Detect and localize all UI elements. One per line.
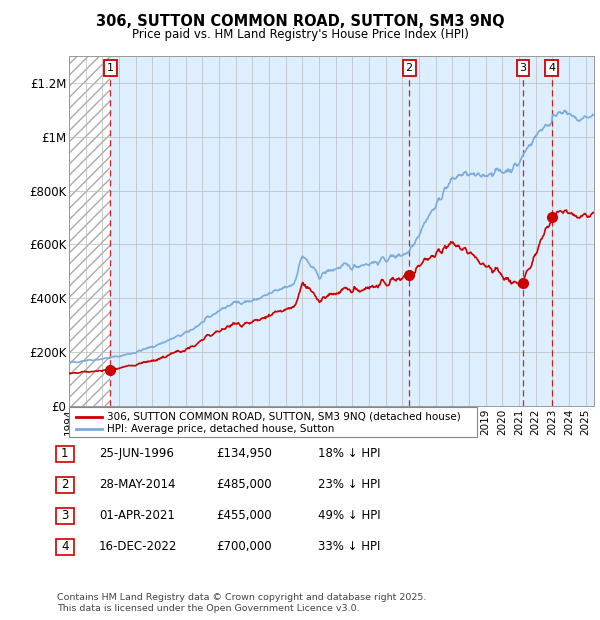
Text: £700,000: £700,000 [216, 541, 272, 553]
Text: Contains HM Land Registry data © Crown copyright and database right 2025.
This d: Contains HM Land Registry data © Crown c… [57, 593, 427, 613]
Text: 16-DEC-2022: 16-DEC-2022 [99, 541, 178, 553]
Text: 3: 3 [520, 63, 527, 73]
Text: 4: 4 [548, 63, 555, 73]
Text: 3: 3 [61, 510, 68, 522]
Text: 33% ↓ HPI: 33% ↓ HPI [318, 541, 380, 553]
Text: 23% ↓ HPI: 23% ↓ HPI [318, 479, 380, 491]
Text: £134,950: £134,950 [216, 448, 272, 460]
Text: 2: 2 [61, 479, 68, 491]
Text: 4: 4 [61, 541, 68, 553]
Bar [69, 56, 110, 406]
Text: 49% ↓ HPI: 49% ↓ HPI [318, 510, 380, 522]
Text: 1: 1 [107, 63, 114, 73]
Text: 28-MAY-2014: 28-MAY-2014 [99, 479, 176, 491]
Text: 01-APR-2021: 01-APR-2021 [99, 510, 175, 522]
Text: 25-JUN-1996: 25-JUN-1996 [99, 448, 174, 460]
Text: Price paid vs. HM Land Registry's House Price Index (HPI): Price paid vs. HM Land Registry's House … [131, 28, 469, 40]
Text: 306, SUTTON COMMON ROAD, SUTTON, SM3 9NQ: 306, SUTTON COMMON ROAD, SUTTON, SM3 9NQ [95, 14, 505, 29]
Text: £455,000: £455,000 [216, 510, 272, 522]
Text: HPI: Average price, detached house, Sutton: HPI: Average price, detached house, Sutt… [107, 424, 334, 434]
Text: £485,000: £485,000 [216, 479, 272, 491]
Text: 1: 1 [61, 448, 68, 460]
Text: 18% ↓ HPI: 18% ↓ HPI [318, 448, 380, 460]
Text: 2: 2 [406, 63, 413, 73]
Text: 306, SUTTON COMMON ROAD, SUTTON, SM3 9NQ (detached house): 306, SUTTON COMMON ROAD, SUTTON, SM3 9NQ… [107, 412, 461, 422]
